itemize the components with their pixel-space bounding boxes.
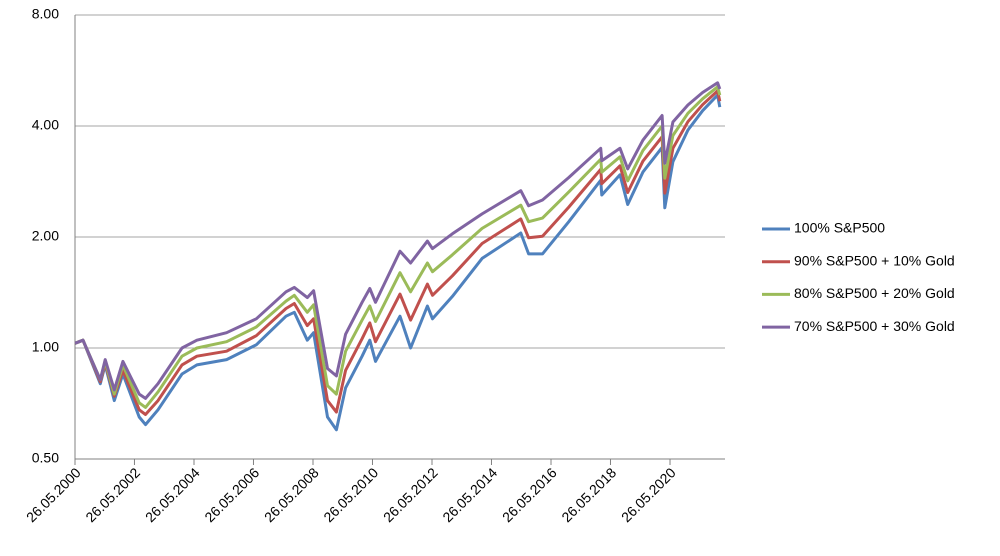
x-tick-label: 26.05.2016 — [499, 464, 560, 525]
legend-label: 80% S&P500 + 20% Gold — [794, 285, 955, 301]
x-tick-label: 26.05.2002 — [82, 464, 143, 525]
x-tick-label: 26.05.2000 — [23, 464, 84, 525]
series-line — [74, 89, 722, 416]
x-tick-label: 26.05.2004 — [142, 464, 203, 525]
x-tick-label: 26.05.2008 — [261, 464, 322, 525]
legend-label: 90% S&P500 + 10% Gold — [794, 252, 955, 268]
x-tick-label: 26.05.2010 — [320, 464, 381, 525]
x-tick-label: 26.05.2014 — [439, 464, 500, 525]
series-line — [74, 93, 722, 432]
y-tick-label: 4.00 — [32, 117, 59, 133]
y-tick-label: 2.00 — [32, 228, 59, 244]
series-line — [74, 85, 722, 409]
y-tick-label: 1.00 — [32, 339, 59, 355]
x-tick-label: 26.05.2018 — [558, 464, 619, 525]
x-tick-label: 26.05.2020 — [618, 464, 679, 525]
y-tick-label: 0.50 — [32, 450, 59, 466]
series-line — [74, 81, 722, 400]
y-tick-label: 8.00 — [32, 6, 59, 22]
legend-label: 100% S&P500 — [794, 220, 885, 236]
x-tick-label: 26.05.2012 — [380, 464, 441, 525]
x-tick-label: 26.05.2006 — [201, 464, 262, 525]
legend-label: 70% S&P500 + 30% Gold — [794, 318, 955, 334]
